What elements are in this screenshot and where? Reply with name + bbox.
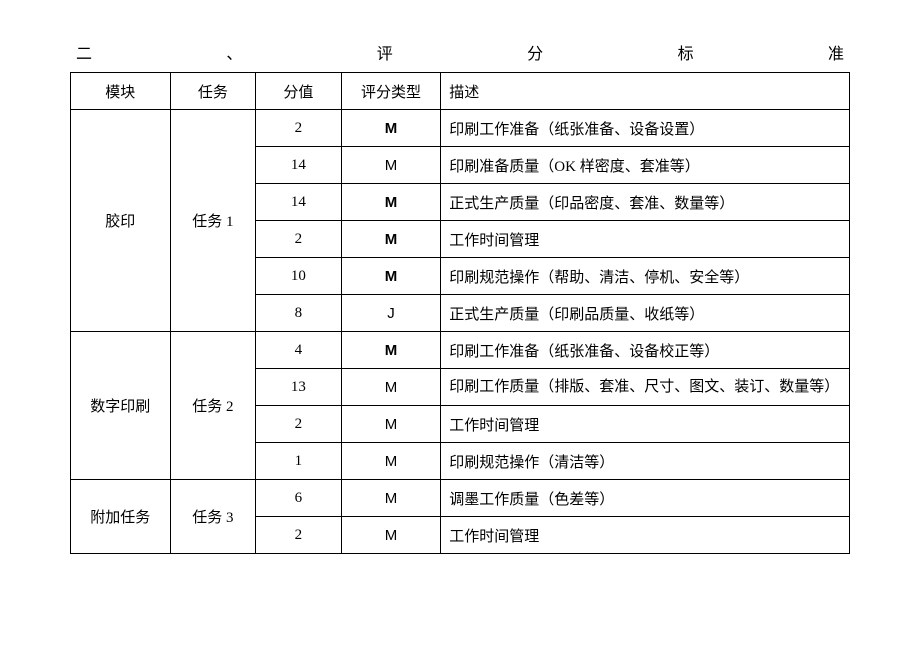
cell-score: 2	[256, 406, 342, 443]
table-header-row: 模块 任务 分值 评分类型 描述	[71, 73, 850, 110]
cell-score: 4	[256, 332, 342, 369]
cell-score: 14	[256, 184, 342, 221]
cell-type: M	[341, 517, 441, 554]
cell-score: 10	[256, 258, 342, 295]
cell-desc: 工作时间管理	[441, 517, 850, 554]
cell-desc: 调墨工作质量（色差等）	[441, 480, 850, 517]
cell-task: 任务 1	[170, 110, 256, 332]
cell-type: M	[341, 369, 441, 406]
cell-type: M	[341, 406, 441, 443]
cell-desc: 印刷准备质量（OK 样密度、套准等）	[441, 147, 850, 184]
header-type: 评分类型	[341, 73, 441, 110]
cell-desc: 工作时间管理	[441, 406, 850, 443]
cell-type: M	[341, 184, 441, 221]
cell-score: 1	[256, 443, 342, 480]
cell-module: 附加任务	[71, 480, 171, 554]
title-char: 分	[527, 40, 543, 64]
cell-type: M	[341, 258, 441, 295]
cell-type: M	[341, 221, 441, 258]
cell-type: M	[341, 443, 441, 480]
scoring-table: 模块 任务 分值 评分类型 描述 胶印 任务 1 2 M 印刷工作准备（纸张准备…	[70, 72, 850, 554]
cell-desc: 印刷工作准备（纸张准备、设备设置）	[441, 110, 850, 147]
cell-desc: 印刷工作准备（纸张准备、设备校正等）	[441, 332, 850, 369]
table-row: 数字印刷 任务 2 4 M 印刷工作准备（纸张准备、设备校正等）	[71, 332, 850, 369]
title-char: 、	[226, 40, 242, 64]
cell-score: 2	[256, 221, 342, 258]
cell-desc: 印刷工作质量（排版、套准、尺寸、图文、装订、数量等）	[441, 369, 850, 406]
cell-task: 任务 2	[170, 332, 256, 480]
header-score: 分值	[256, 73, 342, 110]
cell-score: 13	[256, 369, 342, 406]
section-title: 二 、 评 分 标 准	[70, 40, 850, 64]
cell-desc: 工作时间管理	[441, 221, 850, 258]
title-char: 准	[828, 40, 844, 64]
cell-type: M	[341, 110, 441, 147]
header-task: 任务	[170, 73, 256, 110]
cell-task: 任务 3	[170, 480, 256, 554]
table-row: 附加任务 任务 3 6 M 调墨工作质量（色差等）	[71, 480, 850, 517]
cell-module: 胶印	[71, 110, 171, 332]
cell-score: 6	[256, 480, 342, 517]
title-char: 标	[678, 40, 694, 64]
cell-score: 2	[256, 517, 342, 554]
cell-type: M	[341, 332, 441, 369]
title-char: 评	[377, 40, 393, 64]
title-char: 二	[76, 40, 92, 64]
cell-module: 数字印刷	[71, 332, 171, 480]
cell-score: 2	[256, 110, 342, 147]
cell-type: J	[341, 295, 441, 332]
cell-score: 14	[256, 147, 342, 184]
cell-type: M	[341, 480, 441, 517]
header-module: 模块	[71, 73, 171, 110]
cell-desc: 正式生产质量（印刷品质量、收纸等）	[441, 295, 850, 332]
cell-type: M	[341, 147, 441, 184]
cell-desc: 印刷规范操作（清洁等）	[441, 443, 850, 480]
cell-desc: 正式生产质量（印品密度、套准、数量等）	[441, 184, 850, 221]
header-desc: 描述	[441, 73, 850, 110]
cell-score: 8	[256, 295, 342, 332]
cell-desc: 印刷规范操作（帮助、清洁、停机、安全等）	[441, 258, 850, 295]
table-row: 胶印 任务 1 2 M 印刷工作准备（纸张准备、设备设置）	[71, 110, 850, 147]
